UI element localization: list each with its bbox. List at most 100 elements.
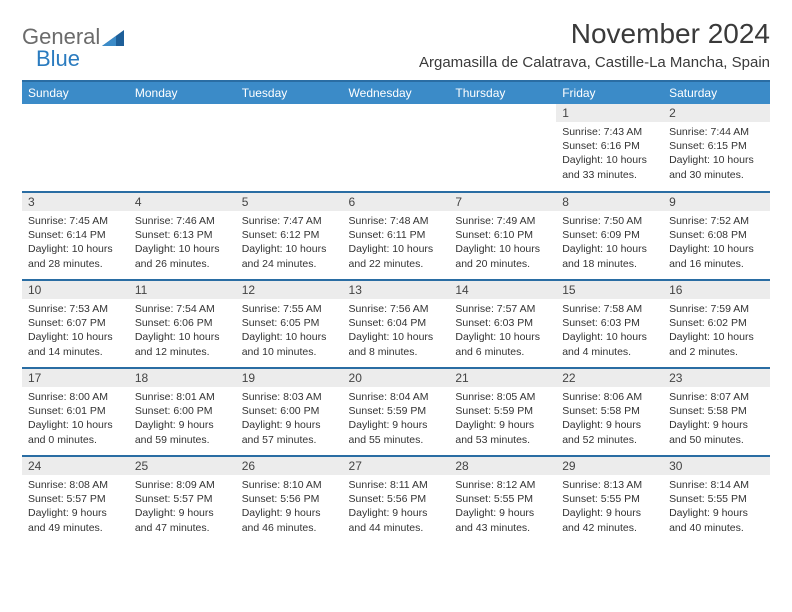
daylight-line1: Daylight: 10 hours — [669, 153, 764, 167]
cell-body: Sunrise: 8:01 AMSunset: 6:00 PMDaylight:… — [129, 387, 236, 453]
daylight-line1: Daylight: 9 hours — [135, 418, 230, 432]
day-number: 25 — [129, 457, 236, 475]
sunrise-text: Sunrise: 8:06 AM — [562, 390, 657, 404]
sunrise-text: Sunrise: 7:54 AM — [135, 302, 230, 316]
daylight-line1: Daylight: 9 hours — [669, 418, 764, 432]
daylight-line2: and 2 minutes. — [669, 345, 764, 359]
calendar-cell: 4Sunrise: 7:46 AMSunset: 6:13 PMDaylight… — [129, 192, 236, 280]
sunset-text: Sunset: 5:59 PM — [455, 404, 550, 418]
calendar-cell: 2 Sunrise: 7:44 AMSunset: 6:15 PMDaylight… — [663, 104, 770, 192]
calendar-row: 24Sunrise: 8:08 AMSunset: 5:57 PMDayligh… — [22, 456, 770, 544]
sunrise-text: Sunrise: 7:47 AM — [242, 214, 337, 228]
day-number: 16 — [663, 281, 770, 299]
sunset-text: Sunset: 5:55 PM — [455, 492, 550, 506]
sunrise-text: Sunrise: 8:08 AM — [28, 478, 123, 492]
day-number: 18 — [129, 369, 236, 387]
calendar-cell — [343, 104, 450, 192]
daylight-line2: and 20 minutes. — [455, 257, 550, 271]
cell-body: Sunrise: 8:07 AMSunset: 5:58 PMDaylight:… — [663, 387, 770, 453]
sunset-text: Sunset: 6:10 PM — [455, 228, 550, 242]
sunrise-text: Sunrise: 8:09 AM — [135, 478, 230, 492]
daylight-line1: Daylight: 9 hours — [349, 506, 444, 520]
sunrise-text: Sunrise: 8:00 AM — [28, 390, 123, 404]
sunrise-text: Sunrise: 8:14 AM — [669, 478, 764, 492]
header: General Blue November 2024 Argamasilla d… — [22, 18, 770, 72]
day-number: 23 — [663, 369, 770, 387]
cell-body: Sunrise: 7:54 AMSunset: 6:06 PMDaylight:… — [129, 299, 236, 365]
daylight-line2: and 33 minutes. — [562, 168, 657, 182]
calendar-cell — [22, 104, 129, 192]
calendar-cell: 7Sunrise: 7:49 AMSunset: 6:10 PMDaylight… — [449, 192, 556, 280]
calendar-cell: 8Sunrise: 7:50 AMSunset: 6:09 PMDaylight… — [556, 192, 663, 280]
cell-body: Sunrise: 7:50 AMSunset: 6:09 PMDaylight:… — [556, 211, 663, 277]
day-number: 1 — [556, 104, 663, 122]
day-number: 11 — [129, 281, 236, 299]
daylight-line1: Daylight: 9 hours — [669, 506, 764, 520]
sunset-text: Sunset: 5:57 PM — [135, 492, 230, 506]
day-header-row: SundayMondayTuesdayWednesdayThursdayFrid… — [22, 81, 770, 104]
daylight-line1: Daylight: 10 hours — [349, 330, 444, 344]
sunset-text: Sunset: 6:15 PM — [669, 139, 764, 153]
calendar-cell: 20Sunrise: 8:04 AMSunset: 5:59 PMDayligh… — [343, 368, 450, 456]
calendar-cell: 25 Sunrise: 8:09 AMSunset: 5:57 PMDayligh… — [129, 456, 236, 544]
sunrise-text: Sunrise: 8:12 AM — [455, 478, 550, 492]
calendar-cell: 28Sunrise: 8:12 AMSunset: 5:55 PMDayligh… — [449, 456, 556, 544]
sunrise-text: Sunrise: 7:44 AM — [669, 125, 764, 139]
sunset-text: Sunset: 5:56 PM — [349, 492, 444, 506]
daylight-line1: Daylight: 10 hours — [562, 330, 657, 344]
daylight-line1: Daylight: 9 hours — [135, 506, 230, 520]
daylight-line1: Daylight: 10 hours — [455, 330, 550, 344]
day-number: 2 — [663, 104, 770, 122]
cell-body: Sunrise: 7:53 AMSunset: 6:07 PMDaylight:… — [22, 299, 129, 365]
day-number: 14 — [449, 281, 556, 299]
daylight-line2: and 30 minutes. — [669, 168, 764, 182]
daylight-line1: Daylight: 10 hours — [135, 330, 230, 344]
sunset-text: Sunset: 6:13 PM — [135, 228, 230, 242]
calendar-row: 17Sunrise: 8:00 AMSunset: 6:01 PMDayligh… — [22, 368, 770, 456]
day-header: Monday — [129, 81, 236, 104]
sunrise-text: Sunrise: 7:59 AM — [669, 302, 764, 316]
daylight-line1: Daylight: 10 hours — [242, 242, 337, 256]
day-header: Sunday — [22, 81, 129, 104]
calendar-cell: 21Sunrise: 8:05 AMSunset: 5:59 PMDayligh… — [449, 368, 556, 456]
daylight-line1: Daylight: 10 hours — [562, 153, 657, 167]
sunset-text: Sunset: 6:06 PM — [135, 316, 230, 330]
daylight-line2: and 40 minutes. — [669, 521, 764, 535]
day-number: 30 — [663, 457, 770, 475]
calendar-cell: 23Sunrise: 8:07 AMSunset: 5:58 PMDayligh… — [663, 368, 770, 456]
day-header: Wednesday — [343, 81, 450, 104]
cell-body: Sunrise: 8:10 AMSunset: 5:56 PMDaylight:… — [236, 475, 343, 541]
calendar-cell: 22Sunrise: 8:06 AMSunset: 5:58 PMDayligh… — [556, 368, 663, 456]
sunrise-text: Sunrise: 7:48 AM — [349, 214, 444, 228]
cell-body: Sunrise: 8:05 AMSunset: 5:59 PMDaylight:… — [449, 387, 556, 453]
sunset-text: Sunset: 5:58 PM — [562, 404, 657, 418]
daylight-line2: and 57 minutes. — [242, 433, 337, 447]
day-number: 10 — [22, 281, 129, 299]
sunrise-text: Sunrise: 7:45 AM — [28, 214, 123, 228]
daylight-line1: Daylight: 10 hours — [349, 242, 444, 256]
day-number: 27 — [343, 457, 450, 475]
calendar-row: 3Sunrise: 7:45 AMSunset: 6:14 PMDaylight… — [22, 192, 770, 280]
day-number: 19 — [236, 369, 343, 387]
sunrise-text: Sunrise: 7:56 AM — [349, 302, 444, 316]
day-header: Saturday — [663, 81, 770, 104]
daylight-line2: and 24 minutes. — [242, 257, 337, 271]
calendar-cell: 30Sunrise: 8:14 AMSunset: 5:55 PMDayligh… — [663, 456, 770, 544]
calendar-cell: 5Sunrise: 7:47 AMSunset: 6:12 PMDaylight… — [236, 192, 343, 280]
sunset-text: Sunset: 6:01 PM — [28, 404, 123, 418]
calendar-cell: 16Sunrise: 7:59 AMSunset: 6:02 PMDayligh… — [663, 280, 770, 368]
cell-body: Sunrise: 7:46 AMSunset: 6:13 PMDaylight:… — [129, 211, 236, 277]
cell-body: Sunrise: 8:08 AMSunset: 5:57 PMDaylight:… — [22, 475, 129, 541]
daylight-line1: Daylight: 9 hours — [28, 506, 123, 520]
daylight-line1: Daylight: 9 hours — [455, 506, 550, 520]
daylight-line1: Daylight: 10 hours — [28, 242, 123, 256]
title-block: November 2024 Argamasilla de Calatrava, … — [419, 18, 770, 71]
calendar-cell — [449, 104, 556, 192]
calendar-cell: 10Sunrise: 7:53 AMSunset: 6:07 PMDayligh… — [22, 280, 129, 368]
day-number: 5 — [236, 193, 343, 211]
sunrise-text: Sunrise: 7:58 AM — [562, 302, 657, 316]
calendar-cell: 19Sunrise: 8:03 AMSunset: 6:00 PMDayligh… — [236, 368, 343, 456]
day-number: 13 — [343, 281, 450, 299]
day-header: Tuesday — [236, 81, 343, 104]
daylight-line2: and 14 minutes. — [28, 345, 123, 359]
